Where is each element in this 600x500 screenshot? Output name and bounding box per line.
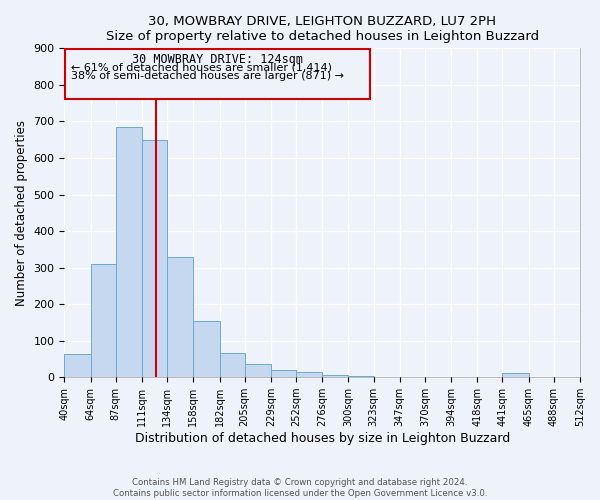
- X-axis label: Distribution of detached houses by size in Leighton Buzzard: Distribution of detached houses by size …: [134, 432, 510, 445]
- Title: 30, MOWBRAY DRIVE, LEIGHTON BUZZARD, LU7 2PH
Size of property relative to detach: 30, MOWBRAY DRIVE, LEIGHTON BUZZARD, LU7…: [106, 15, 539, 43]
- Bar: [271, 370, 296, 377]
- Text: Contains HM Land Registry data © Crown copyright and database right 2024.
Contai: Contains HM Land Registry data © Crown c…: [113, 478, 487, 498]
- Bar: [142, 140, 167, 377]
- Bar: [245, 364, 271, 377]
- Text: 30 MOWBRAY DRIVE: 124sqm: 30 MOWBRAY DRIVE: 124sqm: [133, 54, 304, 66]
- Bar: [349, 376, 374, 377]
- Bar: [296, 372, 322, 377]
- Bar: [167, 256, 193, 377]
- Bar: [322, 376, 349, 377]
- Bar: [220, 354, 245, 377]
- Bar: [116, 127, 142, 377]
- Bar: [64, 354, 91, 377]
- Bar: [502, 373, 529, 377]
- FancyBboxPatch shape: [65, 49, 370, 100]
- Y-axis label: Number of detached properties: Number of detached properties: [15, 120, 28, 306]
- Bar: [193, 320, 220, 377]
- Text: 38% of semi-detached houses are larger (871) →: 38% of semi-detached houses are larger (…: [71, 71, 344, 81]
- Text: ← 61% of detached houses are smaller (1,414): ← 61% of detached houses are smaller (1,…: [71, 63, 332, 73]
- Bar: [91, 264, 116, 377]
